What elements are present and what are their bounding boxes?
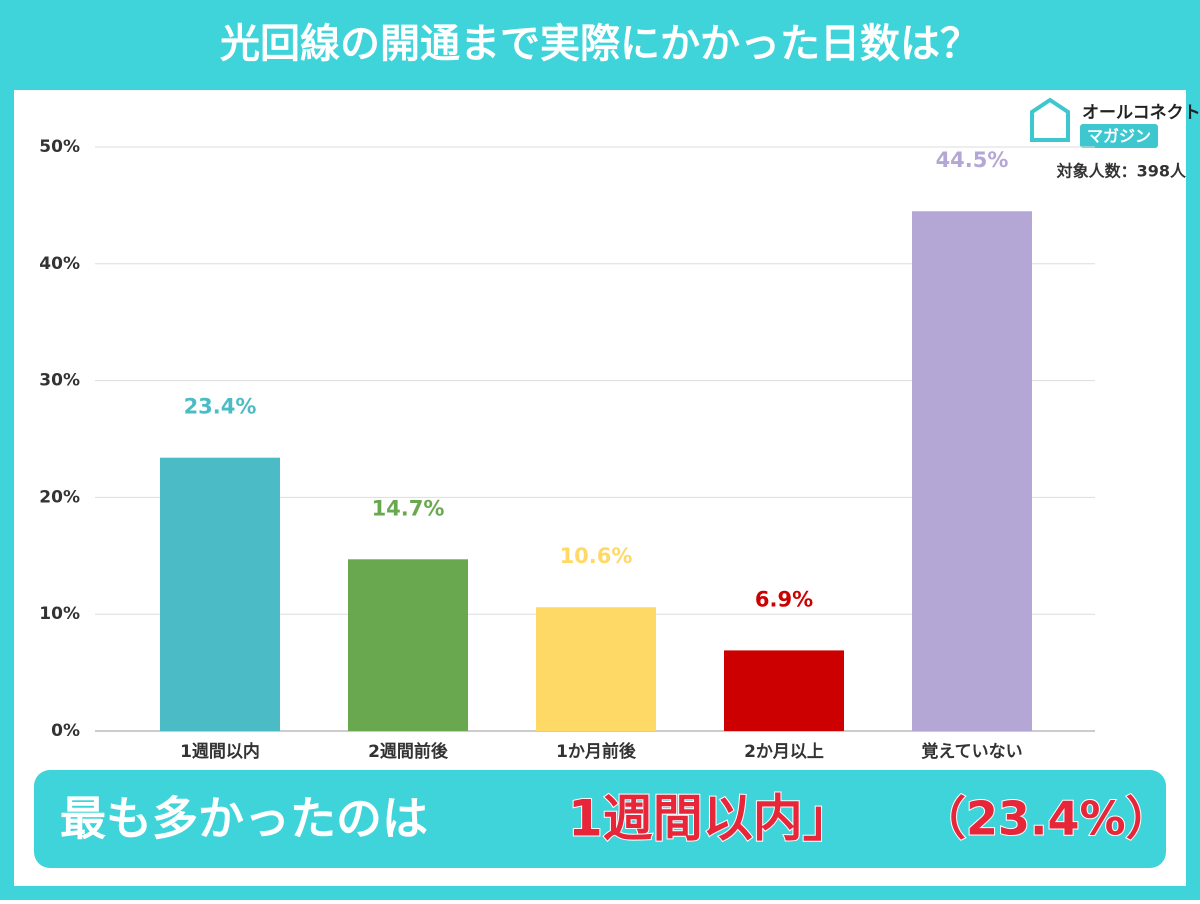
- x-tick-label: 2か月以上: [744, 742, 824, 762]
- value-label: 10.6%: [560, 544, 633, 568]
- y-tick-label: 30%: [39, 371, 80, 391]
- bar: [912, 211, 1032, 732]
- value-label: 23.4%: [184, 395, 257, 419]
- bar: [536, 607, 656, 731]
- sample-note: 対象人数：398人: [1056, 162, 1187, 181]
- logo: オールコネクト マガジン: [1030, 97, 1200, 148]
- logo-badge: [1080, 124, 1158, 148]
- bar: [348, 559, 468, 731]
- logo-sub: マガジン: [1087, 127, 1151, 146]
- x-tick-label: 2週間前後: [368, 741, 449, 762]
- x-tick-label: 覚えていない: [921, 741, 1022, 762]
- value-label: 14.7%: [372, 496, 445, 520]
- y-tick-label: 0%: [51, 721, 80, 741]
- x-tick-label: 1週間以内: [180, 741, 260, 762]
- x-tick-label: 1か月前後: [556, 741, 637, 762]
- y-tick-label: 10%: [39, 604, 80, 624]
- y-tick-label: 50%: [39, 137, 80, 157]
- y-tick-label: 20%: [39, 487, 80, 507]
- bar: [160, 457, 280, 731]
- banner: [34, 770, 1166, 868]
- banner-percent: （23.4%）: [920, 792, 1172, 846]
- logo-name: オールコネクト: [1082, 103, 1200, 123]
- chart-title: 光回線の開通まで実際にかかった日数は？: [220, 21, 980, 67]
- y-tick-label: 40%: [39, 254, 80, 274]
- value-label: 44.5%: [936, 148, 1009, 172]
- value-label: 6.9%: [755, 587, 813, 611]
- banner-text: 最も多かったのは: [60, 792, 428, 846]
- bar: [724, 650, 844, 731]
- banner-highlight: 1週間以内」: [568, 790, 853, 848]
- logo-icon: [1030, 97, 1070, 142]
